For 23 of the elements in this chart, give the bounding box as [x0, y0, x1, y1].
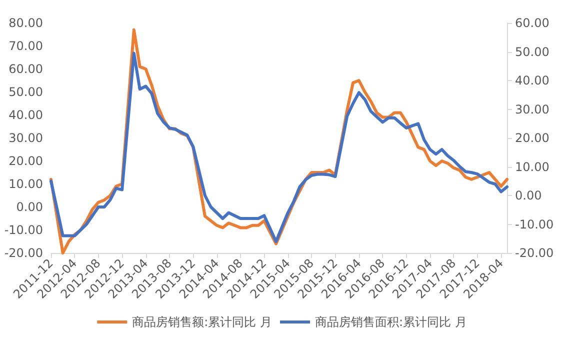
- y-tick-label: 0.00: [16, 200, 43, 214]
- legend-label: 商品房销售额:累计同比 月: [132, 315, 272, 329]
- y2-tick-label: 20.00: [515, 131, 550, 145]
- y2-tick-label: 40.00: [515, 74, 550, 88]
- line-series: [50, 52, 508, 243]
- y-tick-label: 50.00: [8, 85, 43, 99]
- y2-tick-label: 0.00: [515, 188, 542, 202]
- y-tick-label: -10.00: [4, 223, 43, 237]
- y-tick-label: 10.00: [8, 177, 43, 191]
- y-tick-label: -20.00: [4, 246, 43, 260]
- y2-tick-label: 60.00: [515, 16, 550, 30]
- y-tick-label: 30.00: [8, 131, 43, 145]
- y2-tick-label: 50.00: [515, 44, 550, 59]
- legend-label: 商品房销售面积:累计同比 月: [315, 315, 467, 329]
- y-tick-label: 70.00: [8, 39, 43, 53]
- y-tick-label: 60.00: [8, 62, 43, 76]
- y2-tick-label: 10.00: [515, 160, 550, 174]
- y-tick-label: 80.00: [8, 16, 43, 30]
- y2-tick-label: 30.00: [515, 102, 550, 116]
- y2-tick-label: -20.00: [515, 246, 554, 260]
- y2-tick-label: -10.00: [515, 217, 554, 232]
- y-tick-label: 40.00: [8, 108, 43, 122]
- y-tick-label: 20.00: [8, 154, 43, 168]
